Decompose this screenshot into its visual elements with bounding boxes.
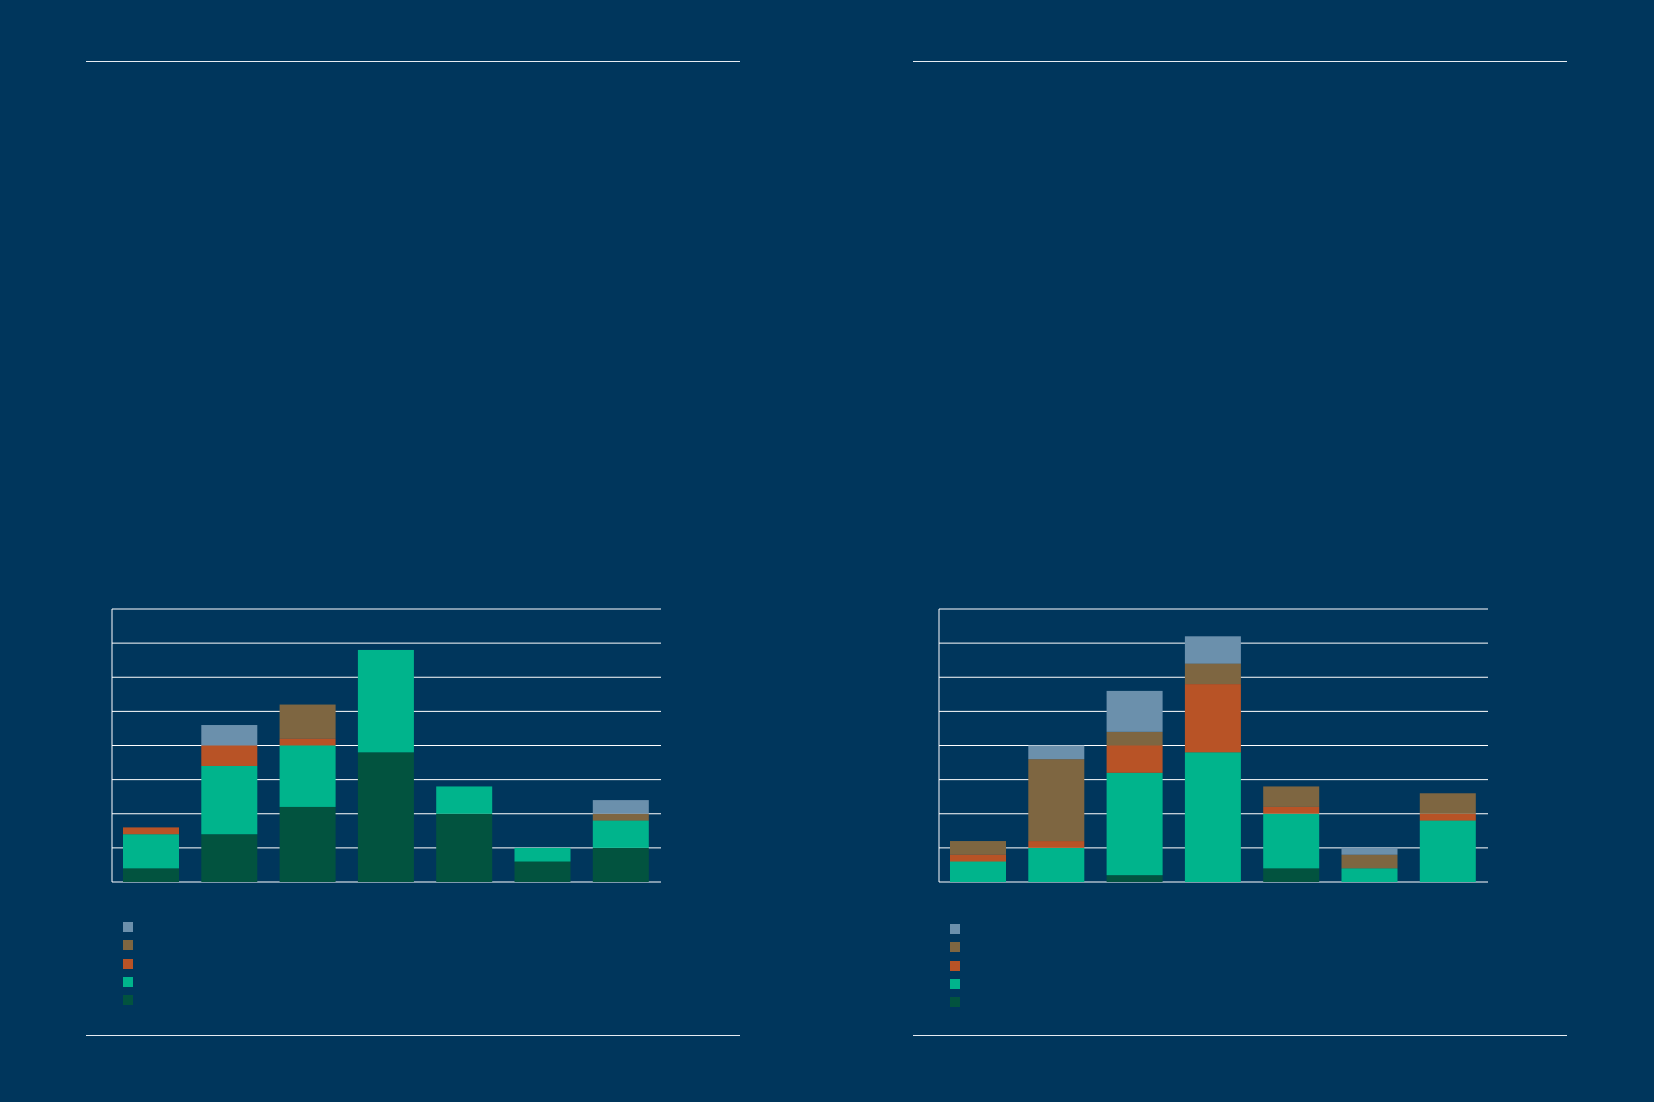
legend-swatch <box>123 977 133 988</box>
bar-segment-4-series-5 <box>1184 636 1241 664</box>
bottom-rule-left <box>86 1035 740 1036</box>
bar-segment-2-series-2 <box>1028 847 1085 882</box>
bar-segment-5-series-2 <box>1263 813 1320 869</box>
bar-segment-3-series-1 <box>1106 875 1163 882</box>
chart-left <box>111 608 661 883</box>
bar-segment-4-series-4 <box>1184 663 1241 685</box>
bar-segment-6-series-1 <box>514 861 571 882</box>
bar-segment-2-series-3 <box>201 745 258 766</box>
legend-swatch <box>950 924 960 935</box>
bar-segment-4-series-2 <box>1184 752 1241 882</box>
bar-segment-4-series-1 <box>357 752 414 882</box>
legend-item <box>950 938 960 956</box>
bar-segment-2-series-2 <box>201 765 258 835</box>
legend-swatch <box>950 997 960 1008</box>
chart-right <box>938 608 1488 883</box>
legend-swatch <box>123 958 133 969</box>
bottom-rule-right <box>913 1035 1567 1036</box>
bar-segment-5-series-3 <box>1263 806 1320 814</box>
legend-swatch <box>123 995 133 1006</box>
bar-segment-2-series-5 <box>1028 745 1085 760</box>
bar-segment-4-series-3 <box>1184 684 1241 753</box>
bar-segment-6-series-2 <box>514 847 571 862</box>
bar-segment-3-series-2 <box>279 745 336 807</box>
legend-swatch <box>123 922 133 933</box>
bar-segment-2-series-5 <box>201 725 258 746</box>
legend-item <box>123 955 133 973</box>
bar-segment-2-series-3 <box>1028 841 1085 848</box>
bar-segment-7-series-4 <box>1419 793 1476 814</box>
legend-item <box>950 920 960 938</box>
bar-segment-1-series-2 <box>950 861 1006 882</box>
legend-swatch <box>950 942 960 953</box>
bar-segment-3-series-1 <box>279 806 336 882</box>
bar-segment-5-series-1 <box>1263 868 1320 882</box>
bar-segment-7-series-2 <box>592 820 649 848</box>
bar-segment-6-series-4 <box>1341 854 1398 869</box>
legend-item <box>123 936 133 954</box>
bar-segment-1-series-3 <box>950 854 1006 862</box>
legend-swatch <box>123 940 133 951</box>
bar-segment-3-series-4 <box>279 704 336 739</box>
legend-item <box>123 991 133 1009</box>
legend-item <box>950 957 960 975</box>
bar-segment-3-series-5 <box>1106 690 1163 732</box>
legend-item <box>950 975 960 993</box>
bar-segment-1-series-4 <box>950 841 1006 855</box>
legend-swatch <box>950 979 960 990</box>
bar-segment-7-series-3 <box>1419 813 1476 821</box>
chart-legend-left <box>123 918 133 1009</box>
bar-segment-3-series-2 <box>1106 772 1163 876</box>
bar-segment-1-series-2 <box>123 834 179 869</box>
bar-segment-3-series-3 <box>1106 745 1163 773</box>
legend-item <box>950 993 960 1011</box>
legend-swatch <box>950 960 960 971</box>
bar-segment-7-series-4 <box>592 813 649 821</box>
bar-segment-2-series-1 <box>201 834 258 882</box>
bar-segment-7-series-2 <box>1419 820 1476 882</box>
legend-item <box>123 973 133 991</box>
top-rule-right <box>913 61 1567 62</box>
top-rule-left <box>86 61 740 62</box>
bar-segment-5-series-4 <box>1263 786 1320 807</box>
bar-segment-2-series-4 <box>1028 759 1085 842</box>
bar-segment-6-series-2 <box>1341 868 1398 882</box>
chart-legend-right <box>950 920 960 1011</box>
bar-segment-6-series-5 <box>1341 847 1398 855</box>
bar-segment-5-series-1 <box>436 813 493 882</box>
bar-segment-1-series-3 <box>123 827 179 835</box>
bar-segment-7-series-1 <box>592 847 649 882</box>
bar-segment-7-series-5 <box>592 800 649 814</box>
bar-segment-1-series-1 <box>123 868 179 882</box>
bar-segment-4-series-2 <box>357 649 414 753</box>
bar-segment-5-series-2 <box>436 786 493 814</box>
bar-segment-3-series-3 <box>279 738 336 746</box>
legend-item <box>123 918 133 936</box>
bar-segment-3-series-4 <box>1106 731 1163 746</box>
